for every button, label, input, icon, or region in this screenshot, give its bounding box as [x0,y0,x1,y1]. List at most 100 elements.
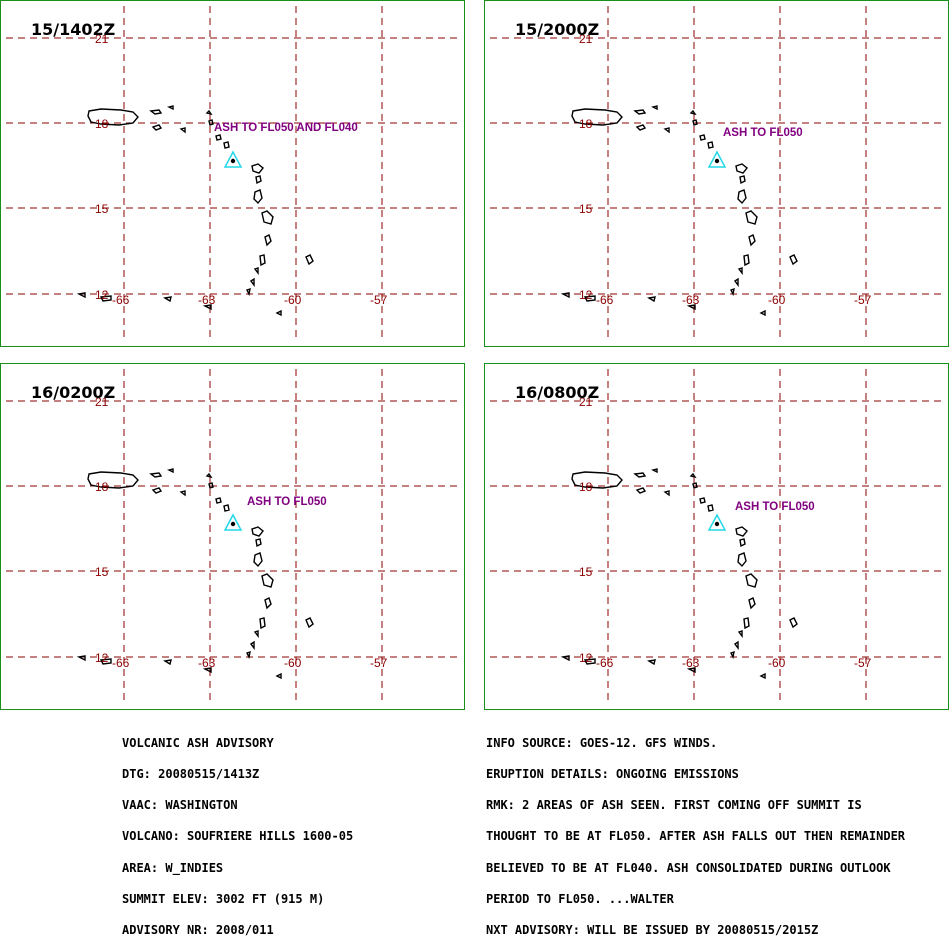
island-outline [739,175,746,185]
island-outline [163,296,172,303]
island-outline [259,617,266,630]
island-outline [789,617,798,629]
advisory-line: NXT ADVISORY: WILL BE ISSUED BY 20080515… [486,923,819,938]
island-outline [733,640,739,651]
island-outline [583,658,596,665]
island-outline [246,650,251,660]
forecast-time-label: 16/0200Z [31,383,116,402]
island-outline [686,667,696,674]
island-outline [275,309,282,317]
island-outline [264,597,272,610]
island-outline [249,640,255,651]
island-outline [743,254,750,267]
island-outline [87,108,139,126]
map-canvas: 21 18 15 12 -66 -63 -60 -57 ASH TO FL050 AND FL0… [6,6,461,341]
latitude-label: 18 [95,480,109,494]
ash-level-label: ASH TO FL050 [247,496,327,508]
island-outline [76,292,86,299]
island-outline [253,630,259,639]
latitude-label: 12 [579,651,593,665]
longitude-label: -60 [284,293,302,307]
island-outline [663,127,670,134]
island-outline [743,617,750,630]
coastlines [76,105,314,317]
island-outline [635,487,647,494]
graticule [490,369,945,704]
island-outline [748,234,756,247]
island-outline [215,497,222,504]
island-outline [179,490,186,497]
island-outline [737,267,743,276]
island-outline [650,105,658,111]
island-outline [663,490,670,497]
island-outline [202,667,212,674]
island-outline [692,119,698,126]
volcano-dot [714,158,720,164]
coastlines [560,468,798,680]
longitude-label: -66 [112,656,130,670]
island-outline [166,105,174,111]
advisory-left-block: VOLCANIC ASH ADVISORY DTG: 20080515/1413… [122,717,353,946]
island-outline [647,296,656,303]
island-outline [650,468,658,474]
coastlines [560,105,798,317]
volcano-triangle-icon [707,150,727,168]
volcano-triangle-icon [223,513,243,531]
advisory-line: ADVISORY NR: 2008/011 [122,923,274,938]
map-canvas: 21 18 15 12 -66 -63 -60 -57 ASH TO FL050 [490,369,945,704]
advisory-line: PERIOD TO FL050. ...WALTER [486,891,674,906]
island-outline [249,277,255,288]
island-outline [208,482,214,489]
island-outline [699,497,706,504]
island-outline [223,504,230,512]
forecast-time-label: 15/2000Z [515,20,600,39]
island-outline [583,295,596,302]
island-outline [264,234,272,247]
advisory-line: AREA: W_INDIES [122,860,224,875]
advisory-line: VOLCANIC ASH ADVISORY [122,735,274,750]
longitude-label: -60 [768,293,786,307]
island-outline [151,487,163,494]
island-outline [205,472,213,479]
graticule [6,369,461,704]
island-outline [739,538,746,548]
island-outline [151,124,163,131]
latitude-label: 21 [579,32,593,46]
advisory-line: THOUGHT TO BE AT FL050. AFTER ASH FALLS … [486,829,906,844]
island-outline [255,538,262,548]
longitude-label: -60 [768,656,786,670]
map-canvas: 21 18 15 12 -66 -63 -60 -57 ASH TO FL050 [6,369,461,704]
island-outline [692,482,698,489]
graticule [6,6,461,341]
island-outline [737,552,747,568]
island-outline [733,277,739,288]
island-outline [633,109,647,115]
ash-level-label: ASH TO FL050 [735,501,815,513]
island-outline [261,210,274,225]
longitude-label: -66 [596,293,614,307]
island-outline [560,655,570,662]
island-outline [275,672,282,680]
latitude-label: 12 [95,288,109,302]
island-outline [253,267,259,276]
forecast-time-label: 15/1402Z [31,20,116,39]
advisory-line: BELIEVED TO BE AT FL040. ASH CONSOLIDATE… [486,860,891,875]
latitude-label: 15 [579,202,593,216]
advisory-line: DTG: 20080515/1413Z [122,767,260,782]
latitude-label: 18 [579,117,593,131]
island-outline [99,658,112,665]
island-outline [571,108,623,126]
volcano-triangle-icon [707,513,727,531]
longitude-label: -63 [682,293,700,307]
island-outline [759,309,766,317]
ash-level-label: ASH TO FL050 AND FL040 [214,122,358,134]
island-outline [87,471,139,489]
latitude-label: 21 [95,32,109,46]
forecast-panel-4: 21 18 15 12 -66 -63 -60 -57 ASH TO FL050 16/0800Z [484,363,949,710]
island-outline [735,163,748,174]
advisory-line: INFO SOURCE: GOES-12. GFS WINDS. [486,735,718,750]
longitude-label: -63 [682,656,700,670]
forecast-panel-1: 21 18 15 12 -66 -63 -60 -57 ASH TO FL050 AND FL0… [0,0,465,347]
longitude-label: -63 [198,656,216,670]
advisory-line: VOLCANO: SOUFRIERE HILLS 1600-05 [122,829,354,844]
